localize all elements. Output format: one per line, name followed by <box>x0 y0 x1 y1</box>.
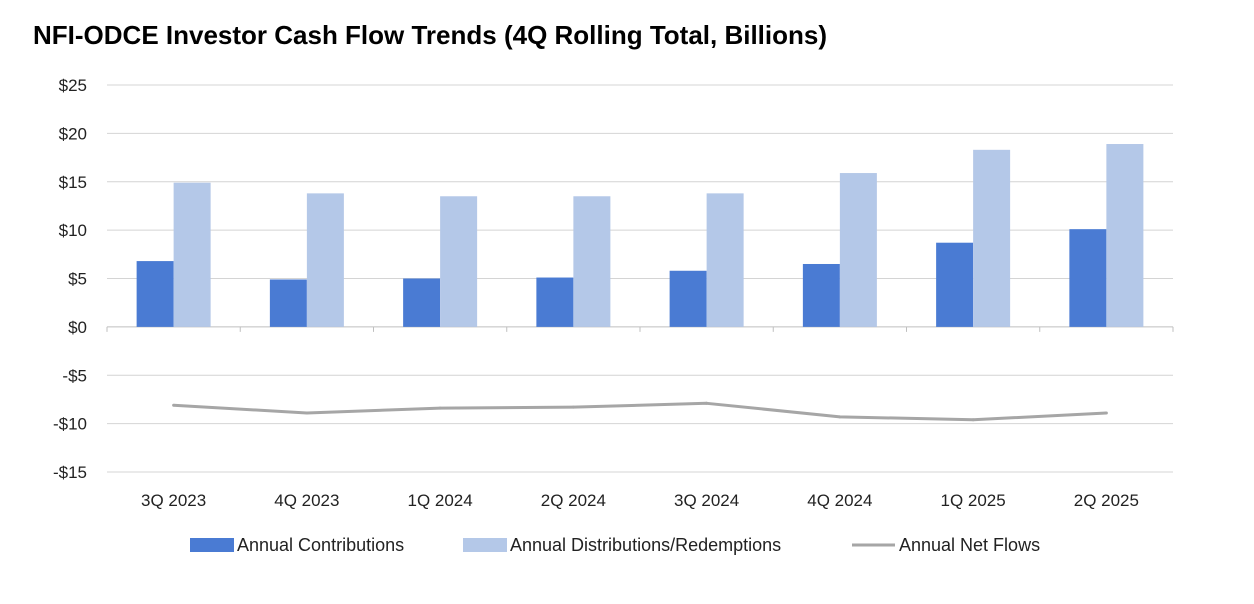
x-tick-label: 3Q 2024 <box>674 491 739 510</box>
bar-contributions <box>802 263 840 327</box>
net-flows-point <box>438 406 442 410</box>
y-axis-ticks: $25 $20 $15 $10 $5 $0 -$5 -$10 -$15 <box>53 76 87 482</box>
net-flows-point <box>971 418 975 422</box>
x-axis <box>106 326 1174 332</box>
bar-distributions <box>440 196 478 327</box>
bar-contributions <box>936 242 974 327</box>
bars <box>136 144 1144 327</box>
bar-distributions <box>173 182 211 327</box>
y-tick-label: $10 <box>59 221 87 240</box>
net-flows-point <box>838 415 842 419</box>
y-tick-label: -$5 <box>62 366 87 385</box>
bar-distributions <box>973 149 1011 327</box>
y-tick-label: $5 <box>68 270 87 289</box>
x-tick-label: 2Q 2025 <box>1074 491 1139 510</box>
y-tick-label: $25 <box>59 76 87 95</box>
y-tick-label: $0 <box>68 318 87 337</box>
x-tick-label: 3Q 2023 <box>141 491 206 510</box>
bar-contributions <box>1069 229 1107 327</box>
chart-title: NFI-ODCE Investor Cash Flow Trends (4Q R… <box>33 20 828 50</box>
y-tick-label: -$15 <box>53 463 87 482</box>
legend-swatch-contributions <box>190 538 234 552</box>
legend: Annual Contributions Annual Distributions… <box>190 535 1040 555</box>
bar-distributions <box>1106 144 1144 327</box>
net-flows-line <box>172 401 1108 422</box>
net-flows-point <box>305 411 309 415</box>
bar-distributions <box>839 173 877 327</box>
bar-distributions <box>306 193 344 327</box>
net-flows-point <box>1104 411 1108 415</box>
x-tick-label: 4Q 2023 <box>274 491 339 510</box>
y-tick-label: $20 <box>59 124 87 143</box>
net-flows-polyline <box>173 401 1107 422</box>
legend-label-distributions: Annual Distributions/Redemptions <box>510 535 781 555</box>
bar-contributions <box>669 270 707 327</box>
net-flows-point <box>571 405 575 409</box>
x-tick-label: 1Q 2025 <box>941 491 1006 510</box>
legend-swatch-distributions <box>463 538 507 552</box>
legend-label-contributions: Annual Contributions <box>237 535 404 555</box>
bar-contributions <box>136 261 174 327</box>
net-flows-point <box>705 401 709 405</box>
bar-contributions <box>403 278 441 327</box>
bar-distributions <box>706 193 744 327</box>
bar-distributions <box>573 196 611 327</box>
x-tick-label: 1Q 2024 <box>408 491 473 510</box>
x-tick-label: 4Q 2024 <box>807 491 872 510</box>
bar-contributions <box>269 279 307 327</box>
legend-label-net-flows: Annual Net Flows <box>899 535 1040 555</box>
net-flows-point <box>172 403 176 407</box>
gridlines <box>107 84 1173 473</box>
x-tick-label: 2Q 2024 <box>541 491 606 510</box>
y-tick-label: $15 <box>59 173 87 192</box>
bar-contributions <box>536 277 574 327</box>
y-tick-label: -$10 <box>53 415 87 434</box>
x-axis-ticks: 3Q 2023 4Q 2023 1Q 2024 2Q 2024 3Q 2024 4Q 20… <box>141 491 1139 510</box>
